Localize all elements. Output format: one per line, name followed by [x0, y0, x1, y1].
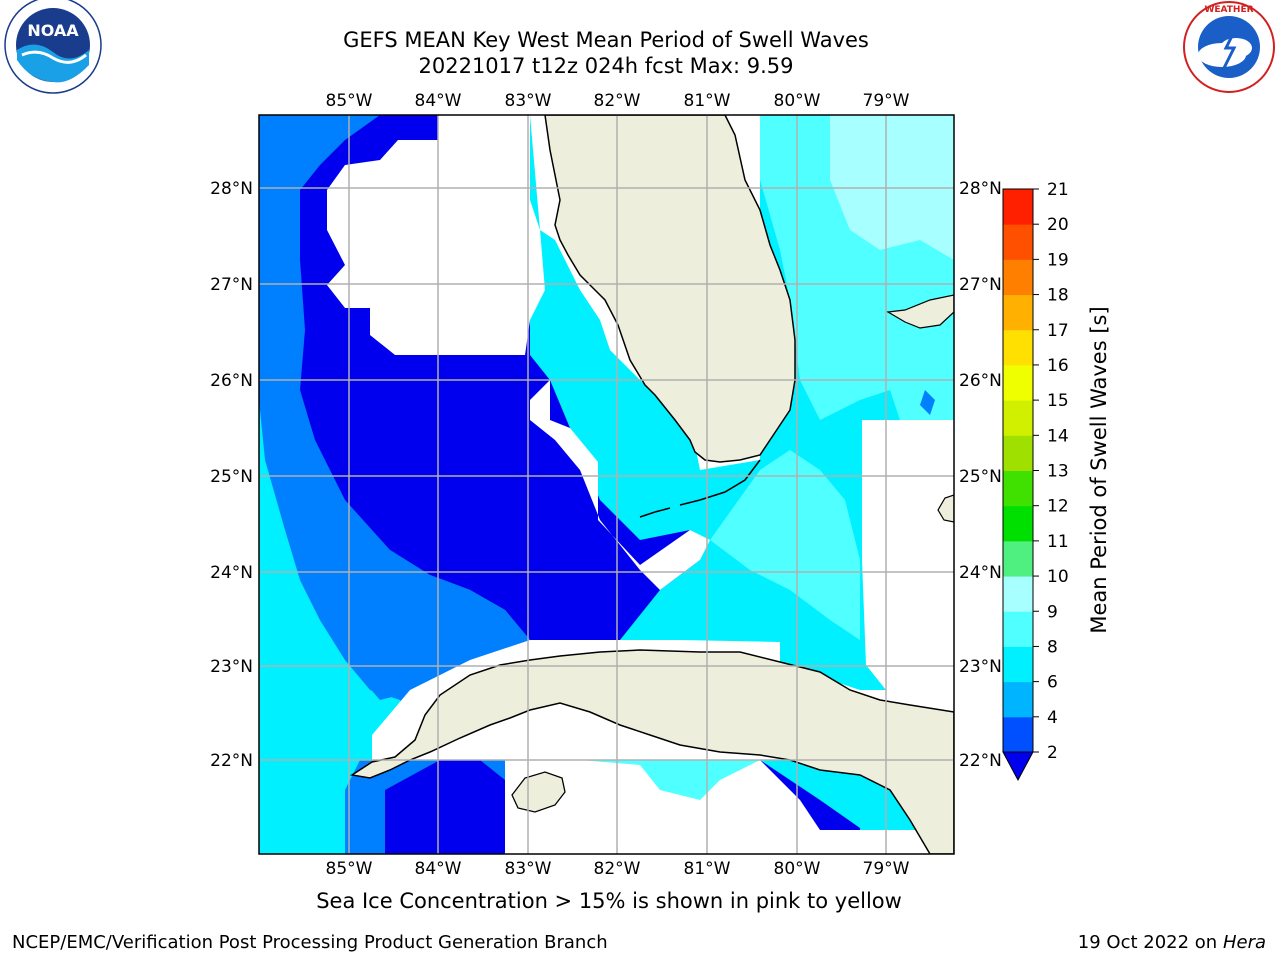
- lat-label-right: 24°N: [959, 563, 1002, 583]
- land-florida: [544, 115, 796, 463]
- florida-keys-west: [639, 507, 671, 518]
- lon-label-top: 81°W: [684, 91, 731, 111]
- colorbar-swatch: [1003, 435, 1033, 471]
- lon-label-bottom: 80°W: [774, 859, 821, 879]
- colorbar-tick-label: 4: [1047, 708, 1058, 728]
- lon-labels-top: 85°W 84°W 83°W 82°W 81°W 80°W 79°W: [326, 91, 910, 111]
- colorbar-tick-label: 21: [1047, 180, 1069, 200]
- lon-label-bottom: 85°W: [326, 859, 373, 879]
- colorbar-tick-label: 6: [1047, 673, 1058, 693]
- colorbar-swatch: [1003, 646, 1033, 683]
- florida-keys: [679, 459, 761, 506]
- colorbar-swatch: [1003, 224, 1033, 260]
- colorbar-under-extension: [1002, 751, 1034, 782]
- lat-labels-right: 28°N 27°N 26°N 25°N 24°N 23°N 22°N: [959, 179, 1002, 771]
- colorbar-swatch: [1003, 400, 1033, 436]
- footer-credit: NCEP/EMC/Verification Post Processing Pr…: [12, 932, 608, 953]
- lon-label-top: 85°W: [326, 91, 373, 111]
- colorbar-tick-label: 17: [1047, 321, 1069, 341]
- colorbar-swatch: [1003, 364, 1033, 401]
- colorbar-tick-label: 20: [1047, 215, 1069, 235]
- colorbar-tick-label: 8: [1047, 637, 1058, 657]
- lat-labels-left: 28°N 27°N 26°N 25°N 24°N 23°N 22°N: [210, 179, 253, 771]
- sea-ice-caption: Sea Ice Concentration > 15% is shown in …: [316, 889, 902, 913]
- lat-label-left: 28°N: [210, 179, 253, 199]
- colorbar: 2 4 6 8 9 10 11 12 13 14 15 16 17 18 19 20 21: [1002, 180, 1069, 782]
- lat-label-right: 26°N: [959, 371, 1002, 391]
- colorbar-label: Mean Period of Swell Waves [s]: [1087, 306, 1111, 633]
- colorbar-tick-label: 9: [1047, 602, 1058, 622]
- footer-date-text: 19 Oct 2022 on: [1077, 932, 1223, 953]
- colorbar-tick-label: 15: [1047, 391, 1069, 411]
- colorbar-tick-label: 2: [1047, 743, 1058, 763]
- lon-label-top: 82°W: [594, 91, 641, 111]
- lon-labels-bottom: 85°W 84°W 83°W 82°W 81°W 80°W 79°W: [326, 859, 910, 879]
- land-isle-of-youth: [511, 771, 566, 813]
- footer-host: Hera: [1222, 932, 1266, 953]
- colorbar-tick-label: 19: [1047, 250, 1069, 270]
- lon-label-bottom: 82°W: [594, 859, 641, 879]
- colorbar-tick-label: 14: [1047, 426, 1069, 446]
- colorbar-swatch: [1003, 540, 1033, 577]
- swell-under-2-south-cuba: [385, 760, 505, 854]
- lon-label-top: 84°W: [415, 91, 462, 111]
- land-bahamas: [886, 294, 954, 329]
- footer-date: 19 Oct 2022 on Hera: [1078, 932, 1266, 953]
- lon-label-bottom: 83°W: [505, 859, 552, 879]
- lat-label-left: 26°N: [210, 371, 253, 391]
- map-frame: [258, 114, 955, 855]
- chart-title: GEFS MEAN Key West Mean Period of Swell …: [343, 28, 869, 52]
- colorbar-tick-label: 11: [1047, 532, 1069, 552]
- lat-label-left: 27°N: [210, 275, 253, 295]
- lon-label-bottom: 79°W: [863, 859, 910, 879]
- gridlines: [259, 115, 954, 854]
- colorbar-swatch: [1003, 611, 1033, 647]
- nws-logo-text: WEATHER: [1204, 5, 1253, 15]
- swell-6-8-straits: [710, 450, 860, 640]
- colorbar-tick-label: 18: [1047, 286, 1069, 306]
- lat-label-left: 22°N: [210, 751, 253, 771]
- swell-2-4-atlantic: [920, 390, 935, 415]
- colorbar-swatch: [1003, 189, 1033, 225]
- colorbar-swatch: [1003, 294, 1033, 331]
- noaa-logo: NOAA: [4, 0, 102, 94]
- land-andros: [937, 494, 954, 523]
- land-cuba: [349, 649, 954, 854]
- lon-label-top: 79°W: [863, 91, 910, 111]
- colorbar-tick-label: 10: [1047, 567, 1069, 587]
- lat-label-left: 24°N: [210, 563, 253, 583]
- lon-label-bottom: 84°W: [415, 859, 462, 879]
- colorbar-swatch: [1003, 681, 1033, 718]
- lon-label-bottom: 81°W: [684, 859, 731, 879]
- colorbar-tick-label: 16: [1047, 356, 1069, 376]
- map-panel: [259, 115, 954, 854]
- lon-label-top: 80°W: [774, 91, 821, 111]
- lat-label-right: 27°N: [959, 275, 1002, 295]
- lon-label-top: 83°W: [505, 91, 552, 111]
- lat-label-right: 28°N: [959, 179, 1002, 199]
- nws-logo: WEATHER: [1183, 1, 1275, 93]
- no-data-florida-bay: [530, 380, 710, 590]
- lat-label-right: 22°N: [959, 751, 1002, 771]
- colorbar-swatch: [1003, 329, 1033, 366]
- lat-label-left: 25°N: [210, 467, 253, 487]
- colorbar-swatch: [1003, 259, 1033, 296]
- lat-label-right: 23°N: [959, 657, 1002, 677]
- colorbar-swatch: [1003, 505, 1033, 542]
- colorbar-tick-label: 13: [1047, 462, 1069, 482]
- noaa-logo-text: NOAA: [27, 21, 79, 40]
- no-data-gulf-north: [327, 115, 545, 355]
- no-data-atlantic-east: [862, 420, 954, 690]
- colorbar-tick-label: 12: [1047, 497, 1069, 517]
- colorbar-swatch: [1003, 576, 1033, 612]
- lat-label-left: 23°N: [210, 657, 253, 677]
- lat-label-right: 25°N: [959, 467, 1002, 487]
- colorbar-swatch: [1003, 470, 1033, 507]
- colorbar-swatch: [1003, 716, 1033, 753]
- chart-subtitle: 20221017 t12z 024h fcst Max: 9.59: [418, 54, 794, 78]
